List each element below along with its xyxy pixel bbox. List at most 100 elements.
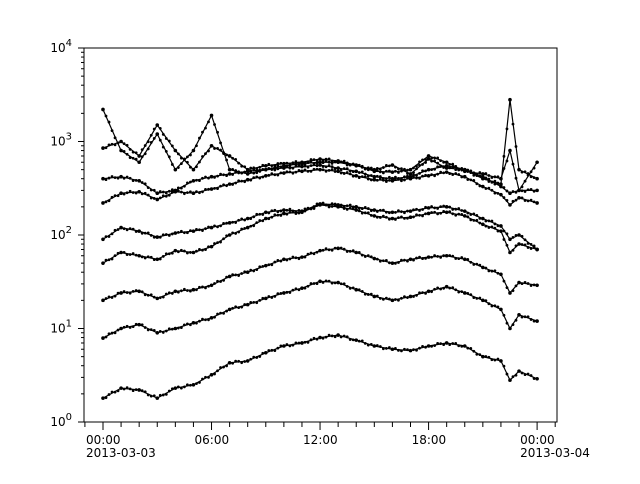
series-minor-dot (490, 269, 494, 273)
data-point (227, 182, 232, 186)
series-minor-dot (472, 212, 476, 216)
series-minor-dot (460, 209, 464, 212)
series-minor-dot (198, 160, 201, 164)
series-minor-dot (430, 211, 433, 214)
series-minor-dot (493, 304, 497, 308)
series-minor-dot (330, 165, 334, 169)
series-minor-dot (487, 177, 491, 181)
series-minor-dot (182, 157, 186, 161)
data-point (227, 167, 232, 172)
series-minor-dot (267, 173, 271, 177)
series-minor-dot (249, 301, 253, 304)
series-minor-dot (460, 175, 464, 179)
data-point (408, 348, 413, 353)
x-tick-date: 2013-03-03 (86, 446, 156, 460)
series-minor-dot (285, 258, 289, 262)
series-minor-dot (454, 172, 458, 175)
series-minor-dot (107, 120, 111, 124)
series-minor-dot (430, 159, 433, 163)
series-minor-dot (167, 189, 171, 193)
series-minor-dot (276, 162, 280, 165)
series-minor-dot (134, 178, 138, 182)
series-minor-dot (460, 290, 464, 294)
series-minor-dot (207, 176, 210, 180)
data-point (336, 333, 340, 337)
series-minor-dot (140, 181, 144, 184)
series-minor-dot (415, 176, 418, 180)
series-minor-dot (415, 207, 418, 211)
series-minor-dot (457, 290, 461, 294)
series-minor-dot (520, 243, 524, 246)
data-point (426, 344, 431, 348)
data-point (137, 154, 141, 158)
series-7 (101, 162, 539, 195)
series-minor-dot (291, 166, 295, 170)
series-minor-dot (195, 144, 198, 148)
series-minor-dot (387, 217, 391, 221)
data-point (282, 163, 286, 168)
series-minor-dot (104, 178, 108, 181)
series-minor-dot (475, 213, 479, 217)
series-minor-dot (231, 273, 235, 277)
series-minor-dot (198, 285, 201, 289)
data-point (508, 203, 512, 207)
series-minor-dot (342, 172, 346, 175)
series-minor-dot (261, 264, 265, 268)
series-minor-dot (131, 179, 135, 182)
series-minor-dot (514, 176, 518, 180)
series-minor-dot (204, 286, 207, 290)
series-minor-dot (415, 256, 418, 260)
series-minor-dot (222, 278, 225, 282)
series-minor-dot (315, 282, 319, 286)
series-minor-dot (258, 298, 262, 302)
series-minor-dot (442, 286, 446, 290)
series-minor-dot (113, 331, 117, 335)
series-minor-dot (315, 202, 319, 206)
series-minor-dot (204, 248, 207, 251)
series-minor-dot (158, 235, 162, 239)
series-minor-dot (523, 238, 527, 242)
series-minor-dot (164, 329, 168, 333)
data-point (444, 205, 449, 209)
series-minor-dot (315, 250, 319, 254)
data-point (263, 173, 268, 178)
series-minor-dot (378, 208, 382, 212)
series-minor-dot (436, 207, 440, 210)
series-minor-dot (297, 257, 301, 261)
series-minor-dot (369, 209, 373, 213)
data-point (155, 296, 160, 301)
series-minor-dot (520, 282, 524, 286)
data-point (408, 167, 413, 172)
series-minor-dot (104, 396, 108, 400)
data-point (155, 132, 160, 136)
series-minor-dot (363, 211, 367, 215)
data-point (499, 192, 503, 197)
series-minor-dot (421, 208, 424, 211)
series-minor-dot (366, 166, 370, 170)
series-minor-dot (240, 227, 244, 231)
series-minor-dot (131, 389, 135, 392)
series-minor-dot (186, 289, 189, 292)
series-minor-dot (418, 171, 421, 175)
series-minor-dot (261, 219, 265, 223)
series-minor-dot (412, 173, 415, 177)
series-minor-dot (285, 208, 289, 212)
series-minor-dot (403, 211, 406, 215)
series-minor-dot (526, 246, 530, 249)
series-minor-dot (375, 257, 379, 261)
series-minor-dot (412, 215, 415, 219)
series-minor-dot (195, 190, 198, 193)
series-minor-dot (243, 303, 247, 306)
series-minor-dot (415, 167, 418, 171)
series-minor-dot (249, 224, 253, 228)
series-minor-dot (505, 372, 509, 376)
series-minor-dot (478, 171, 482, 174)
series-minor-dot (207, 318, 210, 322)
series-minor-dot (216, 187, 219, 190)
series-minor-dot (143, 390, 147, 394)
series-minor-dot (333, 246, 337, 250)
data-point (535, 376, 539, 381)
series-minor-dot (201, 377, 204, 381)
series-minor-dot (146, 140, 150, 144)
data-point (119, 326, 123, 331)
